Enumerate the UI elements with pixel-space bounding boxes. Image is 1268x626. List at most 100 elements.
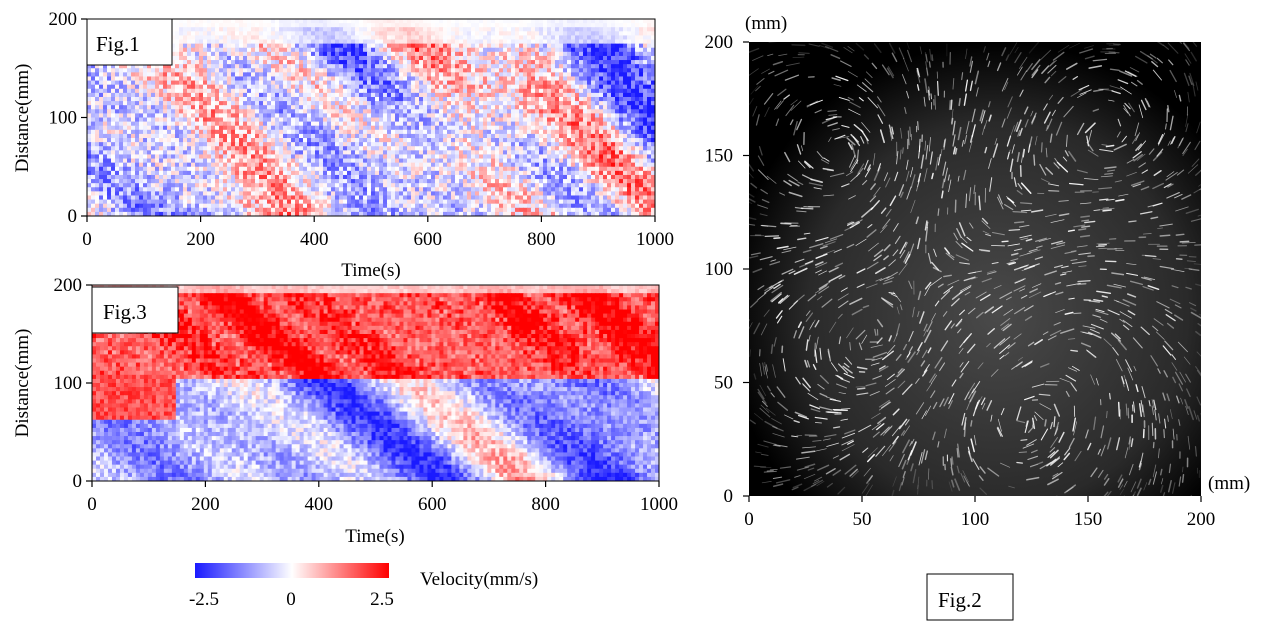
fig1-cell [519, 76, 524, 82]
fig1-cell [519, 19, 524, 24]
fig1-cell [379, 39, 384, 45]
fig1-cell [383, 158, 388, 164]
fig1-cell [299, 51, 304, 57]
fig1-cell [647, 92, 652, 98]
fig1-cell [275, 92, 280, 98]
fig1-cell [447, 84, 452, 90]
fig1-cell [527, 72, 532, 78]
fig1-cell [307, 72, 312, 78]
fig1-cell [451, 92, 456, 98]
fig1-cell [531, 76, 536, 82]
fig1-cell [439, 117, 444, 123]
fig1-cell [495, 72, 500, 78]
fig1-cell [315, 39, 320, 45]
fig1-cell [431, 88, 436, 94]
fig1-cell [451, 88, 456, 94]
fig1-cell [343, 80, 348, 86]
fig1-cell [423, 47, 428, 53]
fig1-cell [567, 154, 572, 160]
fig1-cell [363, 64, 368, 69]
fig1-cell [319, 64, 324, 69]
fig1-cell [135, 72, 140, 78]
fig1-cell [339, 117, 344, 123]
fig1-cell [535, 35, 540, 41]
fig1-cell [243, 158, 248, 164]
fig1-cell [383, 80, 388, 86]
fig1-cell [303, 129, 308, 135]
fig1-cell [627, 125, 632, 131]
fig1-cell [451, 35, 456, 41]
fig1-cell [571, 27, 576, 32]
fig1-cell [259, 158, 264, 164]
fig1-cell [307, 19, 312, 24]
fig1-cell [187, 138, 192, 143]
fig1-cell [275, 68, 280, 73]
fig1-cell [451, 133, 456, 139]
fig1-cell [219, 150, 224, 156]
fig1-cell [411, 35, 416, 41]
fig1-cell [519, 60, 524, 65]
fig1-cell [331, 55, 336, 61]
fig1-cell [411, 84, 416, 90]
fig1-cell [407, 96, 412, 102]
fig1-cell [495, 76, 500, 82]
fig1-cell [99, 88, 104, 94]
fig1-cell [415, 129, 420, 135]
fig1-cell [331, 68, 336, 73]
fig1-cell [479, 68, 484, 73]
fig1-cell [107, 68, 112, 73]
fig1-cell [111, 133, 116, 139]
fig1-cell [507, 35, 512, 41]
fig1-cell [563, 72, 568, 78]
fig1-cell [535, 19, 540, 24]
fig1-cell [391, 150, 396, 156]
fig1-cell [463, 150, 468, 156]
fig1-cell [559, 158, 564, 164]
fig1-cell [323, 68, 328, 73]
fig1-cell [543, 150, 548, 156]
fig1-cell [139, 80, 144, 86]
fig1-cell [603, 60, 608, 65]
fig1-cell [203, 35, 208, 41]
fig1-cell [347, 31, 352, 37]
fig1-cell [495, 68, 500, 73]
fig1-cell [215, 64, 220, 69]
fig1-cell [363, 35, 368, 41]
fig1-cell [515, 101, 520, 106]
fig1-cell [219, 109, 224, 114]
fig1-cell [299, 64, 304, 69]
fig1-cell [187, 47, 192, 53]
fig1-cell [331, 31, 336, 37]
fig1-cell [315, 80, 320, 86]
fig1-cell [487, 105, 492, 110]
fig1-cell [155, 133, 160, 139]
fig1-cell [463, 113, 468, 119]
fig1-cell [163, 113, 168, 119]
fig1-cell [631, 129, 636, 135]
fig1-cell [511, 146, 516, 151]
fig1-cell [223, 23, 228, 28]
fig1-cell [515, 47, 520, 53]
fig1-cell [615, 19, 620, 24]
fig1-cell [511, 55, 516, 61]
fig1-cell [211, 109, 216, 114]
fig1-cell [535, 60, 540, 65]
fig1-cell [323, 64, 328, 69]
fig1-cell [367, 55, 372, 61]
fig1-cell [179, 158, 184, 164]
fig1-cell [111, 125, 116, 131]
fig1-cell [275, 72, 280, 78]
fig1-cell [263, 96, 268, 102]
fig1-cell [391, 113, 396, 119]
fig1-cell [387, 47, 392, 53]
fig1-cell [511, 64, 516, 69]
fig1-cell [587, 19, 592, 24]
fig1-cell [367, 27, 372, 32]
fig1-cell [179, 76, 184, 82]
fig1-cell [331, 60, 336, 65]
fig1-cell [207, 39, 212, 45]
fig1-cell [191, 60, 196, 65]
fig1-cell [87, 84, 92, 90]
fig1-cell [291, 96, 296, 102]
fig1-cell [291, 47, 296, 53]
